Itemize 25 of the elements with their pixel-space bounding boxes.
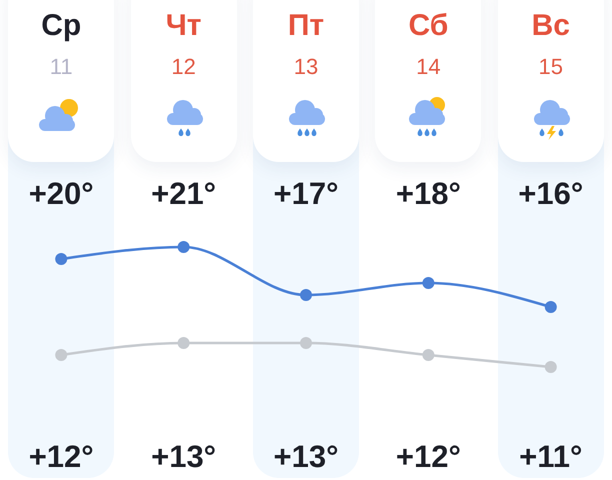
data-label: +13° [274,439,338,474]
x-tick-label: Вс 15 [532,9,570,79]
data-label: +21° [151,176,216,212]
point [55,253,68,265]
point [422,349,434,361]
point [178,241,190,253]
point [300,337,312,349]
x-tick-label: Пт 13 [288,9,324,79]
point [544,301,557,313]
point [55,349,68,361]
data-label: +12° [28,439,94,474]
x-tick-label: Сб 14 [408,9,448,79]
point [422,277,434,289]
data-label: +20° [28,176,94,212]
data-label: +11° [519,439,582,474]
x-tick-label: Чт 12 [166,9,202,79]
data-label: +12° [396,439,461,474]
data-label: +17° [274,176,338,212]
point [178,337,190,349]
point [544,361,557,373]
x-tick-label: Ср 11 [41,9,82,79]
data-label: +13° [151,439,216,474]
point [300,289,312,301]
data-label: +18° [396,176,461,212]
data-label: +16° [518,176,584,212]
